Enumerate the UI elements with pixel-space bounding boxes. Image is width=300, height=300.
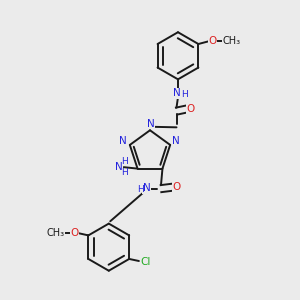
Text: O: O — [70, 228, 78, 238]
Text: N: N — [143, 183, 151, 193]
Text: N: N — [119, 136, 127, 146]
Text: CH₃: CH₃ — [223, 36, 241, 46]
Text: H: H — [137, 185, 143, 194]
Text: O: O — [172, 182, 180, 192]
Text: N: N — [147, 119, 154, 129]
Text: H: H — [181, 90, 188, 99]
Text: O: O — [187, 104, 195, 114]
Text: CH₃: CH₃ — [46, 228, 64, 238]
Text: N: N — [172, 88, 180, 98]
Text: N: N — [172, 136, 180, 146]
Text: H: H — [122, 168, 128, 177]
Text: O: O — [208, 36, 217, 46]
Text: H: H — [122, 157, 128, 166]
Text: N: N — [115, 162, 122, 172]
Text: Cl: Cl — [140, 257, 151, 267]
